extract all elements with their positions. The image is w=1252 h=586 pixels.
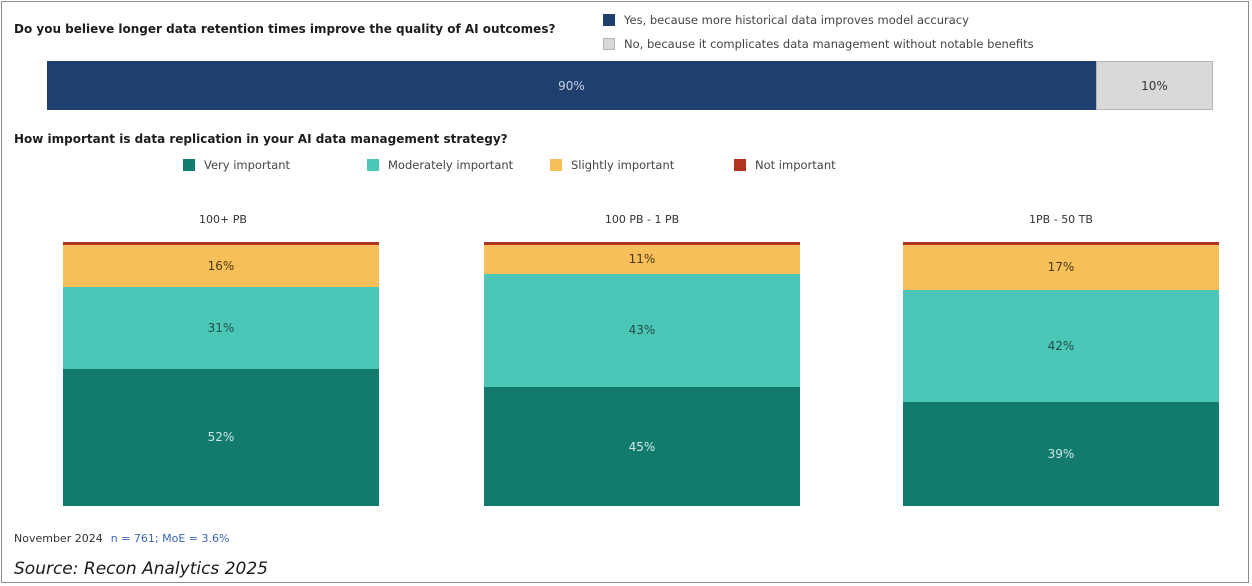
question-2-title: How important is data replication in you… [14,132,508,146]
legend-swatch-slightly-important [550,159,562,171]
bar-label-no: 10% [1141,78,1168,93]
bar-segment-very-important: 39% [903,402,1219,506]
bar-segment-very-important: 45% [484,387,800,506]
category-label-100plus-pb: 100+ PB [199,213,247,226]
sample-size: n = 761; MoE = 3.6% [110,532,230,545]
legend-label-very-important: Very important [204,158,291,172]
bar-segment-not-important [903,242,1219,245]
data-label-slightly-important: 11% [628,252,656,267]
bar-label-yes: 90% [558,78,585,93]
legend-label-not-important: Not important [755,158,836,172]
data-label-moderately-important: 42% [1047,339,1075,353]
stacked-column-1pb-50tb: 39% 42% 17% [903,242,1219,506]
legend-swatch-yes [603,14,615,26]
bar-segment-not-important [63,242,379,245]
legend-item-slightly-important: Slightly important [550,158,674,172]
bar-segment-yes: 90% [47,61,1096,110]
question-1-title: Do you believe longer data retention tim… [14,22,556,36]
bar-segment-no: 10% [1096,61,1213,110]
survey-date: November 2024 [14,532,103,545]
legend-item-moderately-important: Moderately important [367,158,513,172]
data-label-very-important: 39% [1047,447,1075,461]
legend-swatch-moderately-important [367,159,379,171]
data-label-moderately-important: 31% [207,320,235,335]
data-label-very-important: 45% [628,439,656,454]
stacked-column-100plus-pb: 52% 31% 16% [63,242,379,506]
bar-segment-moderately-important: 43% [484,273,800,388]
legend-label-yes: Yes, because more historical data improv… [624,13,969,27]
bar-segment-very-important: 52% [63,368,379,506]
legend-swatch-no [603,38,615,50]
data-label-very-important: 52% [207,430,235,445]
bar-segment-slightly-important: 11% [484,244,800,274]
category-label-100pb-1pb: 100 PB - 1 PB [604,213,680,226]
legend-item-very-important: Very important [183,158,290,172]
data-label-slightly-important: 17% [1047,260,1075,275]
data-label-slightly-important: 16% [207,258,235,273]
bar-segment-slightly-important: 16% [63,244,379,287]
bar-segment-moderately-important: 31% [63,286,379,369]
legend-swatch-not-important [734,159,746,171]
bar-segment-not-important [484,242,800,245]
bar-segment-slightly-important: 17% [903,244,1219,290]
legend-item-no: No, because it complicates data manageme… [603,37,1034,51]
source-note: Source: Recon Analytics 2025 [14,559,268,579]
legend-label-slightly-important: Slightly important [571,158,675,172]
legend-item-not-important: Not important [734,158,836,172]
stacked-column-100pb-1pb: 45% 43% 11% [484,242,800,506]
legend-swatch-very-important [183,159,195,171]
bar-segment-moderately-important: 42% [903,290,1219,402]
legend-label-moderately-important: Moderately important [388,158,514,172]
data-label-moderately-important: 43% [628,323,656,338]
survey-footer: November 2024 n = 761; MoE = 3.6% [14,532,229,545]
legend-label-no: No, because it complicates data manageme… [624,37,1034,51]
category-label-1pb-50tb: 1PB - 50 TB [1029,213,1093,226]
legend-item-yes: Yes, because more historical data improv… [603,13,969,27]
